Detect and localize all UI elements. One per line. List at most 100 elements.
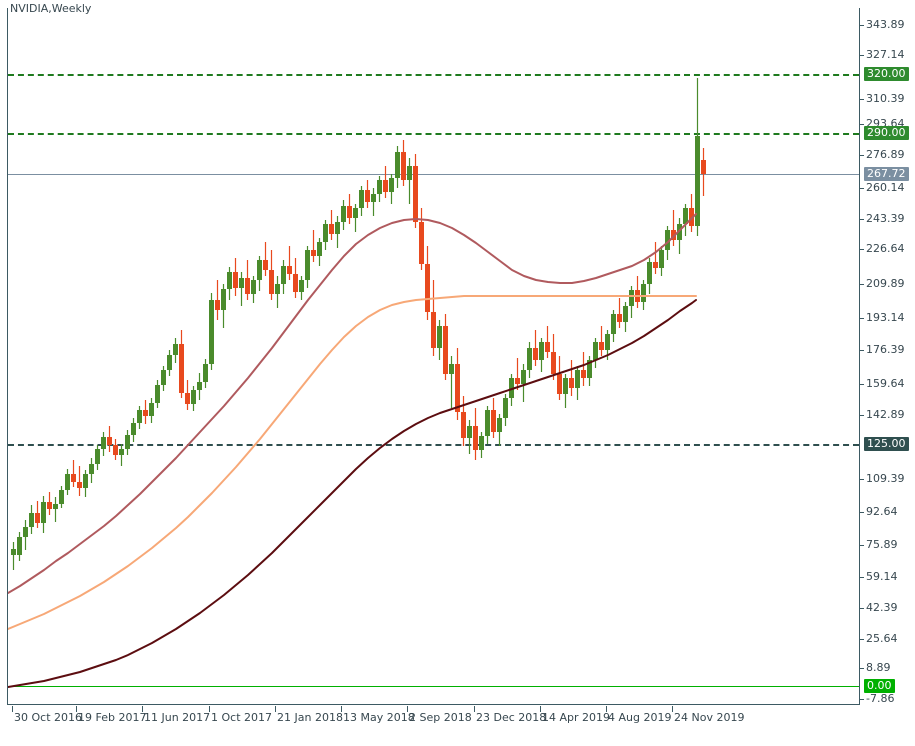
price-level-line-resistance-290[interactable]	[8, 133, 859, 135]
price-tick-mark	[859, 668, 864, 669]
candle	[89, 458, 94, 483]
plot-frame	[7, 8, 859, 705]
moving-average-layer	[8, 213, 697, 688]
price-tick-label: 75.89	[866, 538, 898, 551]
candle	[629, 286, 634, 318]
candle	[173, 338, 178, 363]
price-tick-mark	[859, 284, 864, 285]
price-badge-resistance-320[interactable]: 320.00	[864, 67, 909, 81]
candle	[521, 364, 526, 402]
candle	[107, 426, 112, 452]
candle	[569, 360, 574, 396]
price-tick-mark	[859, 608, 864, 609]
price-tick-label: -7.86	[866, 692, 895, 705]
candle	[293, 258, 298, 298]
candle	[491, 398, 496, 438]
time-tick-mark	[209, 706, 210, 712]
time-tick-mark	[540, 706, 541, 712]
price-tick-mark	[859, 249, 864, 250]
candlestick-layer	[11, 78, 706, 570]
plot-area[interactable]	[8, 8, 859, 704]
price-tick-mark	[859, 479, 864, 480]
candle	[395, 146, 400, 188]
candle	[653, 242, 658, 274]
price-badge-resistance-290[interactable]: 290.00	[864, 126, 909, 140]
candle	[437, 320, 442, 360]
price-tick-mark	[859, 188, 864, 189]
candle	[581, 352, 586, 386]
candle	[143, 400, 148, 424]
candle	[545, 326, 550, 358]
candle	[683, 204, 688, 236]
candle	[77, 466, 82, 496]
price-tick-label: 243.39	[866, 212, 905, 225]
time-tick-label: 11 Jun 2017	[144, 711, 211, 724]
price-tick-label: 226.64	[866, 242, 905, 255]
candle	[401, 140, 406, 186]
time-tick-label: 2 Sep 2018	[409, 711, 472, 724]
candle	[113, 439, 118, 460]
price-tick-mark	[859, 350, 864, 351]
time-tick-label: 13 May 2018	[343, 711, 415, 724]
candle	[209, 293, 214, 370]
candle	[239, 272, 244, 306]
price-tick-mark	[859, 639, 864, 640]
price-badge-current-price-267[interactable]: 267.72	[864, 167, 909, 181]
candle	[485, 406, 490, 444]
time-tick-mark	[142, 706, 143, 712]
price-tick-mark	[859, 219, 864, 220]
candle	[389, 174, 394, 204]
price-tick-label: 276.89	[866, 148, 905, 161]
candle	[137, 406, 142, 429]
price-level-line-resistance-320[interactable]	[8, 74, 859, 76]
candle	[353, 204, 358, 232]
price-tick-label: 310.39	[866, 92, 905, 105]
candle	[227, 267, 232, 300]
candle	[449, 356, 454, 408]
price-level-line-zero-line[interactable]	[8, 686, 859, 687]
candle	[371, 188, 376, 216]
candle	[167, 350, 172, 376]
price-badge-zero-line[interactable]: 0.00	[864, 679, 895, 693]
candle	[659, 246, 664, 276]
candle	[263, 242, 268, 276]
time-axis[interactable]: 30 Oct 2016 19 Feb 2017 11 Jun 2017 1 Oct 2…	[0, 706, 915, 746]
time-tick-mark	[12, 706, 13, 712]
time-tick-mark	[341, 706, 342, 712]
candle	[359, 186, 364, 216]
candle	[53, 497, 58, 522]
time-tick-label: 19 Feb 2017	[78, 711, 147, 724]
candle	[515, 358, 520, 390]
price-tick-label: 193.14	[866, 311, 905, 324]
candle	[47, 492, 52, 515]
candle	[269, 250, 274, 300]
candle	[119, 444, 124, 466]
price-tick-mark	[859, 25, 864, 26]
candle	[317, 238, 322, 266]
candle	[539, 338, 544, 372]
candle	[623, 302, 628, 332]
candle	[533, 330, 538, 366]
price-axis[interactable]: 343.89 327.14 310.39 293.64 276.89 260.14 243.…	[859, 8, 915, 705]
candle	[275, 276, 280, 308]
price-tick-mark	[859, 155, 864, 156]
price-level-line-current-price-267[interactable]	[8, 174, 859, 175]
candle	[203, 359, 208, 388]
candle	[71, 460, 76, 487]
candle	[587, 356, 592, 386]
time-tick-mark	[407, 706, 408, 712]
candle	[527, 342, 532, 378]
candle	[671, 210, 676, 246]
candle	[611, 310, 616, 342]
candle	[467, 420, 472, 454]
price-tick-mark	[859, 384, 864, 385]
price-tick-label: 260.14	[866, 181, 905, 194]
price-level-line-support-125[interactable]	[8, 444, 859, 446]
time-tick-mark	[606, 706, 607, 712]
price-tick-label: 109.39	[866, 472, 905, 485]
candle	[335, 216, 340, 248]
candle	[191, 386, 196, 411]
candle	[281, 260, 286, 294]
candle	[179, 330, 184, 398]
price-badge-support-125[interactable]: 125.00	[864, 437, 909, 451]
